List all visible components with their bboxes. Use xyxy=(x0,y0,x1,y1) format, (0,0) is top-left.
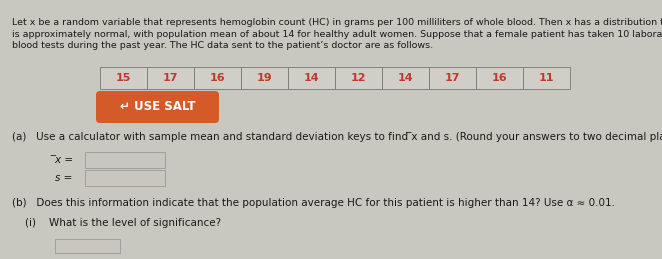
FancyBboxPatch shape xyxy=(382,67,429,89)
FancyBboxPatch shape xyxy=(85,152,165,168)
FancyBboxPatch shape xyxy=(476,67,523,89)
FancyBboxPatch shape xyxy=(55,239,120,253)
Text: 14: 14 xyxy=(304,73,319,83)
FancyBboxPatch shape xyxy=(147,67,194,89)
FancyBboxPatch shape xyxy=(241,67,288,89)
Text: Let x be a random variable that represents hemoglobin count (HC) in grams per 10: Let x be a random variable that represen… xyxy=(12,18,662,27)
FancyBboxPatch shape xyxy=(335,67,382,89)
Text: blood tests during the past year. The HC data sent to the patient’s doctor are a: blood tests during the past year. The HC… xyxy=(12,41,433,50)
Text: ↵ USE SALT: ↵ USE SALT xyxy=(120,100,195,113)
Text: 15: 15 xyxy=(116,73,131,83)
Text: 14: 14 xyxy=(398,73,413,83)
FancyBboxPatch shape xyxy=(288,67,335,89)
Text: 17: 17 xyxy=(163,73,178,83)
FancyBboxPatch shape xyxy=(85,170,165,186)
Text: (i)    What is the level of significance?: (i) What is the level of significance? xyxy=(25,218,221,228)
Text: s =: s = xyxy=(55,173,72,183)
Text: 16: 16 xyxy=(210,73,225,83)
Text: 11: 11 xyxy=(539,73,554,83)
Text: (a)   Use a calculator with sample mean and standard deviation keys to find ̅x a: (a) Use a calculator with sample mean an… xyxy=(12,132,662,142)
FancyBboxPatch shape xyxy=(523,67,570,89)
FancyBboxPatch shape xyxy=(429,67,476,89)
Text: 12: 12 xyxy=(351,73,366,83)
Text: (b)   Does this information indicate that the population average HC for this pat: (b) Does this information indicate that … xyxy=(12,198,615,208)
Text: 16: 16 xyxy=(492,73,507,83)
Text: 17: 17 xyxy=(445,73,460,83)
FancyBboxPatch shape xyxy=(194,67,241,89)
FancyBboxPatch shape xyxy=(96,91,219,123)
FancyBboxPatch shape xyxy=(100,67,147,89)
Text: is approximately normal, with population mean of about 14 for healthy adult wome: is approximately normal, with population… xyxy=(12,30,662,39)
Text: 19: 19 xyxy=(257,73,272,83)
Text: ̅x =: ̅x = xyxy=(55,155,73,165)
